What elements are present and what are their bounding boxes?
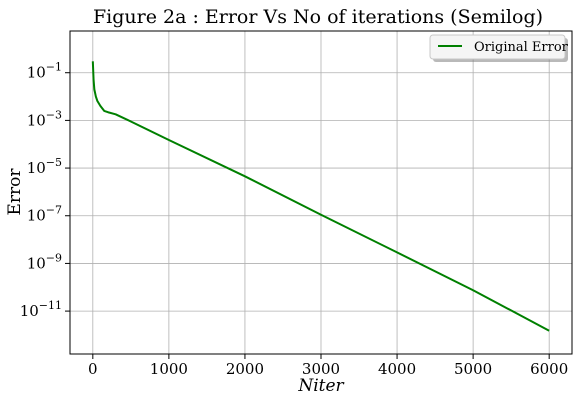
x-tick-label: 4000: [378, 360, 416, 378]
y-tick-label: 10−5: [27, 156, 62, 177]
y-axis: 10−1 10−3 10−5 10−7 10−9 10−11: [20, 61, 70, 320]
x-tick-label: 5000: [454, 360, 492, 378]
x-axis-label: Niter: [297, 376, 344, 396]
legend-label-original-error: Original Error: [474, 40, 569, 55]
x-tick-label: 0: [88, 360, 98, 378]
y-tick-label: 10−3: [27, 108, 62, 129]
series-layer: [91, 61, 550, 332]
y-tick-label: 10−9: [27, 251, 62, 272]
x-tick-label: 3000: [302, 360, 340, 378]
legend-box: [429, 34, 566, 60]
x-tick-label: 2000: [226, 360, 264, 378]
y-tick-label: 10−7: [27, 204, 62, 225]
chart-title: Figure 2a : Error Vs No of iterations (S…: [93, 6, 543, 28]
legend: Original Error: [429, 34, 569, 62]
x-tick-label: 1000: [150, 360, 188, 378]
x-tick-label: 6000: [530, 360, 568, 378]
y-axis-label: Error: [5, 168, 25, 216]
y-tick-label: 10−1: [27, 61, 62, 82]
y-tick-label: 10−11: [20, 299, 62, 320]
grid: [70, 31, 572, 354]
series-line-0: [91, 61, 550, 332]
x-axis: 0 1000 2000 3000 4000 5000 6000: [88, 354, 568, 378]
